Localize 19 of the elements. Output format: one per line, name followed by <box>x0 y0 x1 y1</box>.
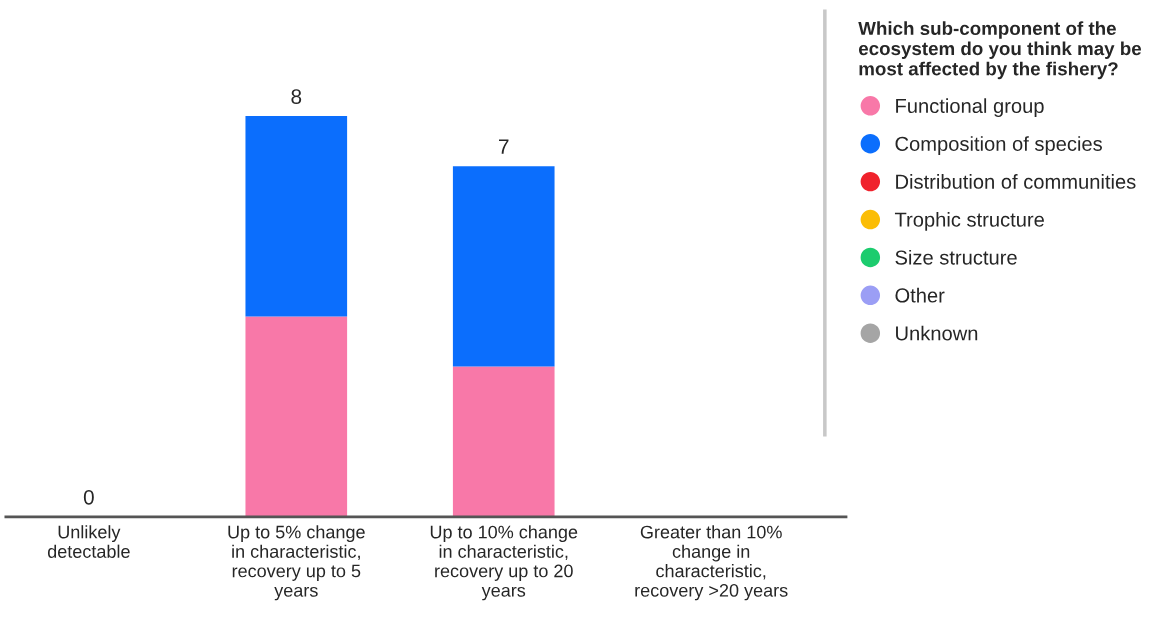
x-tick-label: Up to 10% change in characteristic, recovery up to 20 years <box>430 525 578 601</box>
legend-label: Functional group <box>896 98 1044 118</box>
legend-label: Unknown <box>896 325 978 341</box>
legend-title: Which sub-component of the ecosystem do you think may be most affected by the fishery? <box>858 21 1142 80</box>
bar <box>245 116 348 317</box>
bar <box>452 366 555 517</box>
legend-label: Composition of species <box>895 136 1102 155</box>
annotation: 7 <box>499 139 509 154</box>
x-tick-label: Unlikely detectable <box>47 525 130 558</box>
legend-label: Size structure <box>895 249 1017 265</box>
bar <box>245 316 348 517</box>
x-tick-label: Up to 5% change in characteristic, recovery up to 5 years <box>228 525 365 601</box>
legend-label: Other <box>895 287 945 303</box>
annotation: 8 <box>291 89 302 104</box>
legend-label: Trophic structure <box>894 211 1044 231</box>
bar <box>452 166 555 367</box>
x-tick-label: Greater than 10% change in characteristic, recovery >20 years <box>635 525 788 601</box>
legend-label: Distribution of communities <box>896 174 1136 189</box>
annotation: 0 <box>83 489 94 505</box>
